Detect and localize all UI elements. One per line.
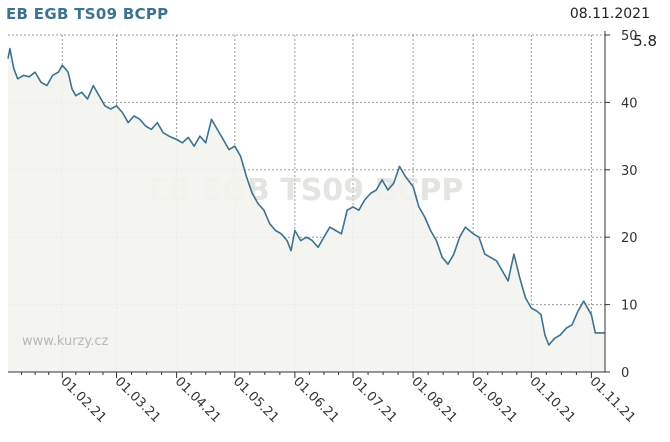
x-tick-label: 01.06.21 — [290, 374, 342, 426]
x-tick-label: 01.08.21 — [408, 374, 460, 426]
x-tick-label: 01.07.21 — [348, 374, 400, 426]
series-area — [8, 48, 605, 372]
last-value: 5.8 — [633, 32, 657, 50]
x-tick-label: 01.11.21 — [587, 374, 639, 426]
x-tick-label: 01.02.21 — [57, 374, 109, 426]
y-axis-ticks: 0 10 20 30 40 50 — [621, 29, 638, 381]
x-tick-label: 01.09.21 — [468, 374, 520, 426]
y-tick-label: 40 — [621, 96, 638, 111]
y-tick-label: 20 — [621, 231, 638, 246]
y-tick-label: 10 — [621, 299, 638, 314]
x-tick-label: 01.04.21 — [172, 374, 224, 426]
y-tick-label: 0 — [621, 366, 629, 381]
chart-title: EB EGB TS09 BCPP — [6, 5, 169, 23]
x-axis-ticks: 01.02.21 01.03.21 01.04.21 01.05.21 01.06.21… — [57, 374, 638, 426]
series-line — [7, 47, 605, 346]
site-label: www.kurzy.cz — [22, 334, 108, 349]
x-tick-label: 01.10.21 — [527, 374, 579, 426]
y-tick-label: 50 — [621, 29, 638, 44]
y-tick-label: 30 — [621, 164, 638, 179]
chart-date: 08.11.2021 — [569, 6, 650, 22]
x-tick-label: 01.05.21 — [230, 374, 282, 426]
axes — [8, 31, 610, 378]
x-tick-label: 01.03.21 — [112, 374, 164, 426]
